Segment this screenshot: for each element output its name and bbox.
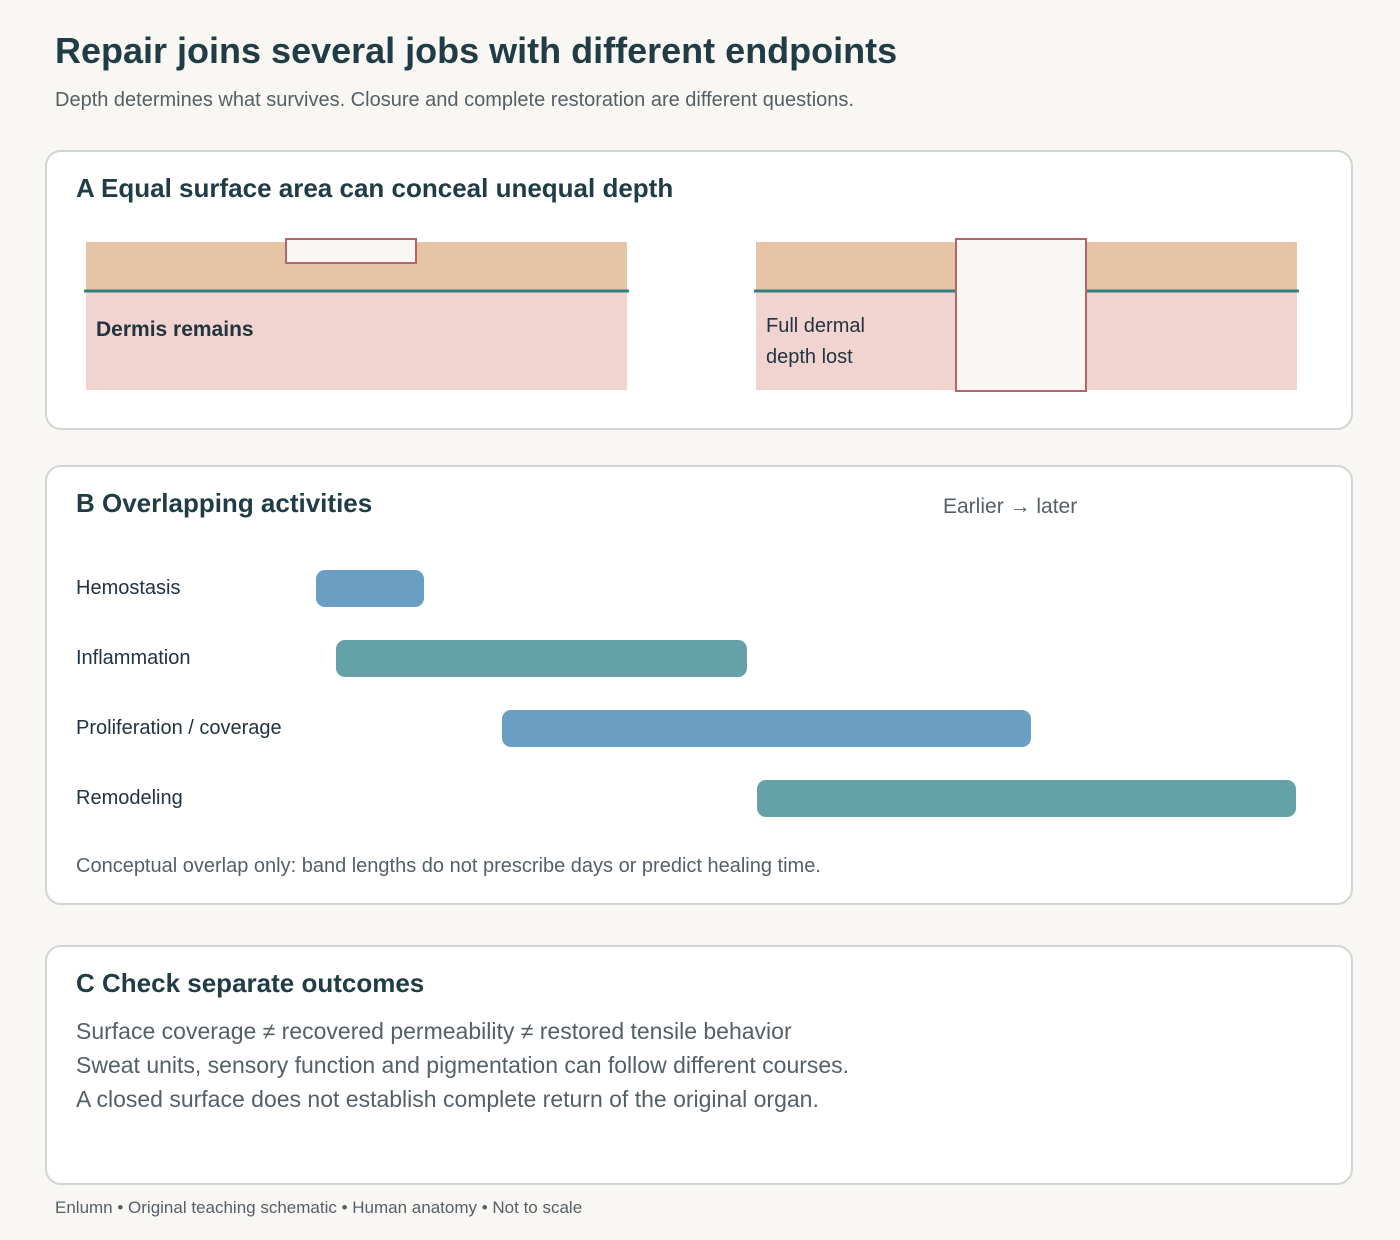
panel-overlapping-activities: B Overlapping activities Earlier → later… <box>45 465 1353 905</box>
activity-band <box>335 640 748 677</box>
right-dermis-label-line2: depth lost <box>766 346 853 368</box>
panel-separate-outcomes: C Check separate outcomes Surface covera… <box>45 945 1353 1185</box>
left-shallow-wound <box>285 238 417 264</box>
left-dermis <box>86 291 627 390</box>
activity-label: Proliferation / coverage <box>76 717 282 739</box>
activity-band <box>502 710 1032 747</box>
panel-b-title: B Overlapping activities <box>76 488 373 518</box>
overlap-disclaimer: Conceptual overlap only: band lengths do… <box>76 855 821 877</box>
activity-label: Remodeling <box>76 787 183 809</box>
left-dermis-label: Dermis remains <box>96 318 254 341</box>
outcome-line: Sweat units, sensory function and pigmen… <box>76 1052 850 1078</box>
panel-a-title: A Equal surface area can conceal unequal… <box>76 173 674 203</box>
right-dermis-label-line1: Full dermal <box>766 315 865 337</box>
time-direction-note: Earlier → later <box>943 495 1078 518</box>
panel-depth-comparison: A Equal surface area can conceal unequal… <box>45 150 1353 430</box>
outcome-line: A closed surface does not establish comp… <box>76 1086 819 1112</box>
activity-band <box>316 570 424 607</box>
activity-label: Inflammation <box>76 647 191 669</box>
panel-c-title: C Check separate outcomes <box>76 968 425 998</box>
footer-credit: Enlumn • Original teaching schematic • H… <box>55 1198 583 1217</box>
depth-schematic: Dermis remains Full dermal depth lost <box>84 238 1299 392</box>
page-title: Repair joins several jobs with different… <box>55 30 898 71</box>
page-subtitle: Depth determines what survives. Closure … <box>55 89 854 111</box>
outcome-line: Surface coverage ≠ recovered permeabilit… <box>76 1018 792 1044</box>
right-deep-wound <box>955 238 1087 392</box>
activity-label: Hemostasis <box>76 577 181 599</box>
activity-band <box>757 780 1296 817</box>
